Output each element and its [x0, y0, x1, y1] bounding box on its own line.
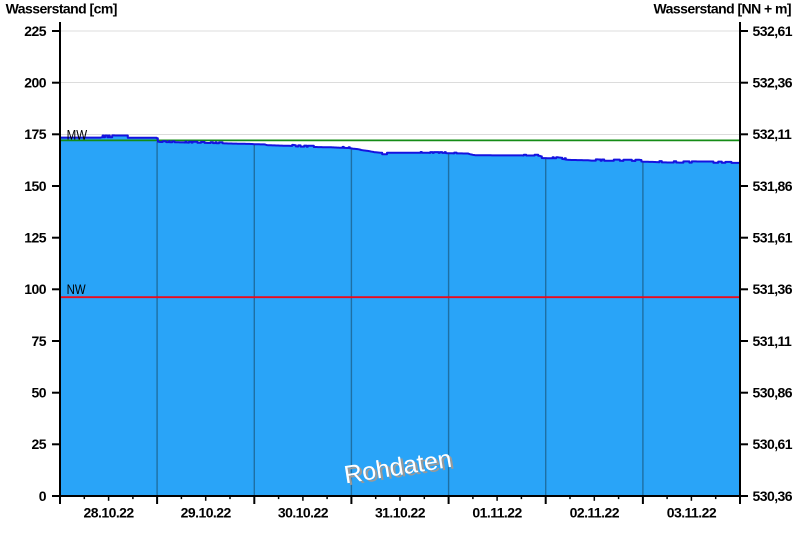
- svg-text:50: 50: [32, 385, 47, 401]
- svg-text:530,61: 530,61: [753, 436, 793, 452]
- svg-text:200: 200: [24, 75, 46, 91]
- svg-text:29.10.22: 29.10.22: [181, 504, 232, 520]
- svg-text:125: 125: [24, 230, 46, 246]
- svg-text:531,61: 531,61: [753, 230, 793, 246]
- svg-text:75: 75: [32, 333, 47, 349]
- svg-text:0: 0: [39, 488, 47, 504]
- svg-text:01.11.22: 01.11.22: [472, 504, 522, 520]
- svg-text:Wasserstand [cm]: Wasserstand [cm]: [6, 0, 117, 16]
- svg-text:Wasserstand [NN + m]: Wasserstand [NN + m]: [654, 0, 791, 16]
- svg-text:532,36: 532,36: [753, 75, 793, 91]
- svg-text:30.10.22: 30.10.22: [278, 504, 329, 520]
- svg-text:530,36: 530,36: [753, 488, 793, 504]
- svg-text:MW: MW: [67, 126, 88, 142]
- svg-text:03.11.22: 03.11.22: [667, 504, 717, 520]
- svg-text:150: 150: [24, 178, 46, 194]
- svg-text:NW: NW: [67, 281, 87, 297]
- svg-text:175: 175: [24, 126, 46, 142]
- svg-text:25: 25: [32, 436, 47, 452]
- svg-text:02.11.22: 02.11.22: [570, 504, 620, 520]
- svg-text:532,61: 532,61: [753, 23, 793, 39]
- svg-text:28.10.22: 28.10.22: [84, 504, 135, 520]
- svg-text:100: 100: [24, 281, 46, 297]
- svg-text:31.10.22: 31.10.22: [375, 504, 426, 520]
- svg-text:531,86: 531,86: [753, 178, 793, 194]
- svg-text:532,11: 532,11: [753, 126, 793, 142]
- svg-text:531,36: 531,36: [753, 281, 793, 297]
- svg-text:531,11: 531,11: [753, 333, 793, 349]
- svg-text:530,86: 530,86: [753, 385, 793, 401]
- svg-text:225: 225: [24, 23, 46, 39]
